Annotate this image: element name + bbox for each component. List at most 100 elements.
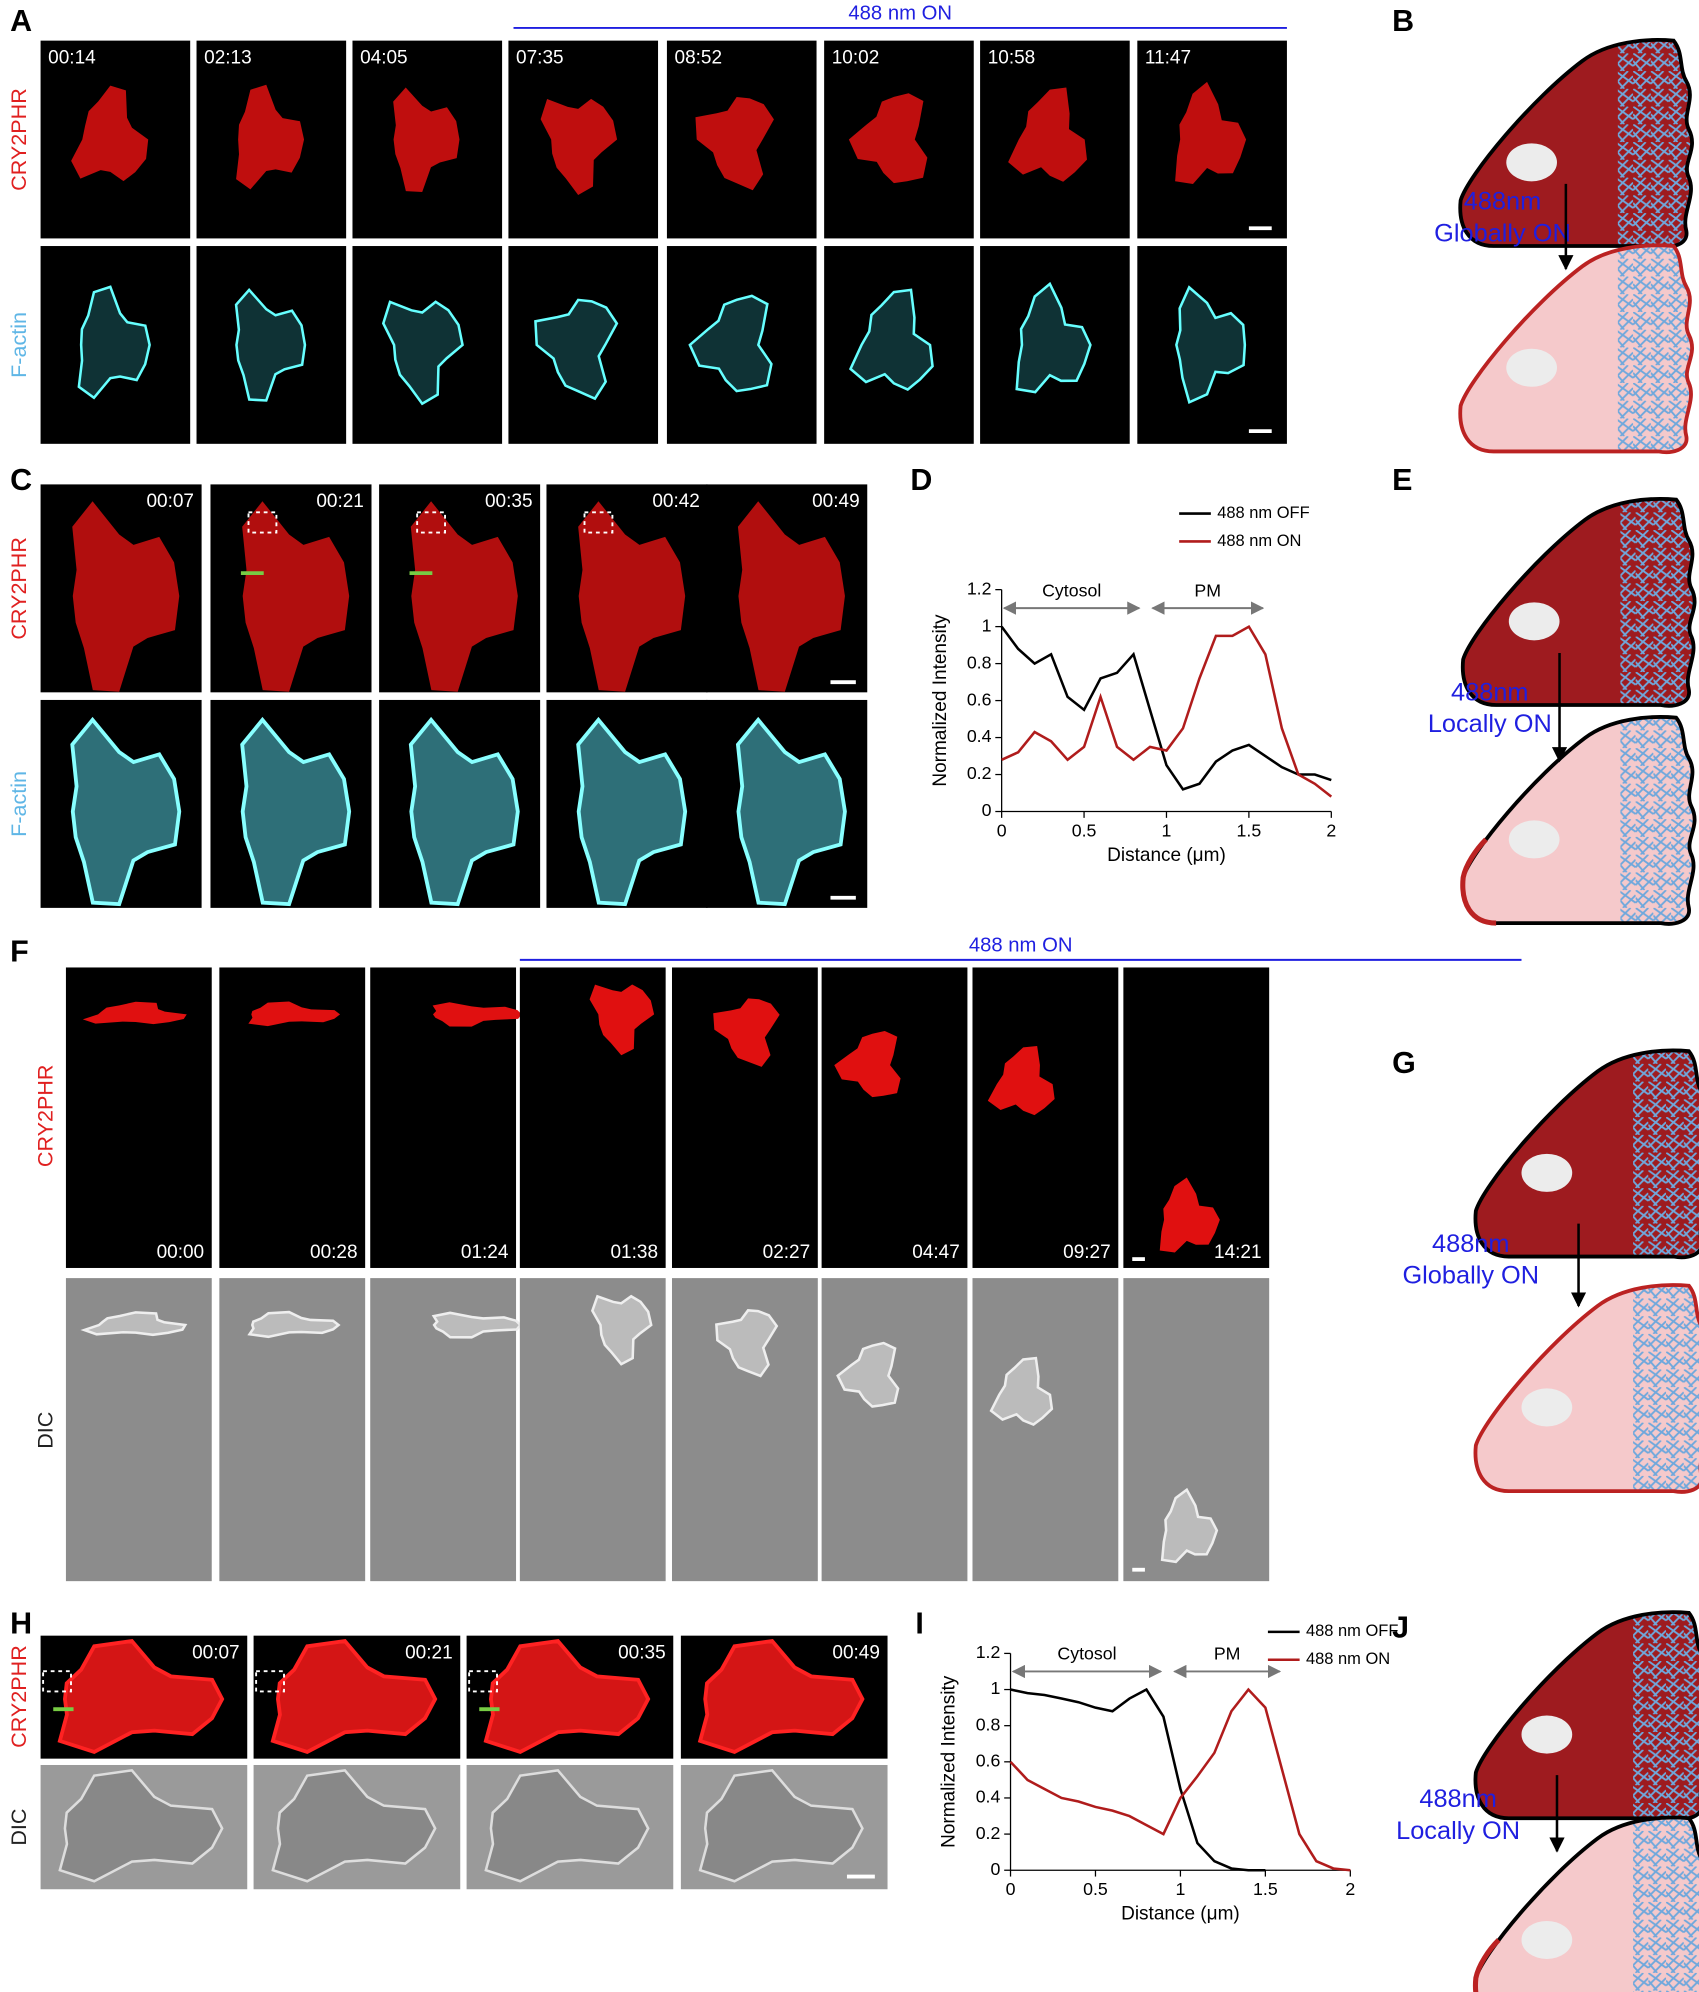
- cell-signal: [848, 93, 928, 184]
- banner-label: 488 nm ON: [969, 934, 1073, 956]
- y-tick-label: 0: [982, 800, 992, 820]
- image-tile: [65, 1278, 212, 1582]
- roi-box: [255, 1670, 285, 1693]
- row-label: CRY2PHR: [6, 1645, 31, 1748]
- legend-label: 488 nm OFF: [1217, 504, 1309, 522]
- cell-signal: [695, 97, 774, 191]
- image-tile: [196, 246, 347, 444]
- timestamp: 00:42: [652, 491, 700, 512]
- cell-signal: [82, 1001, 187, 1025]
- y-tick-label: 0.6: [967, 689, 992, 709]
- cell-signal: [247, 1310, 341, 1339]
- image-tile: [65, 967, 212, 1268]
- cell-signal: [271, 1768, 437, 1883]
- cell-diagram: [1458, 38, 1694, 249]
- timestamp: 00:07: [146, 491, 194, 512]
- roi-box: [42, 1670, 72, 1693]
- cell-signal: [698, 1768, 864, 1883]
- cell-signal: [534, 298, 619, 401]
- light-label: 488nm: [1451, 678, 1529, 706]
- image-tile: [219, 967, 366, 1268]
- cell-signal: [484, 1768, 650, 1883]
- cell-diagram: [1460, 715, 1697, 926]
- legend-label: 488 nm OFF: [1306, 1622, 1398, 1640]
- cell-diagram: [1473, 1283, 1699, 1494]
- cell-signal: [735, 716, 847, 907]
- series-line: [1000, 625, 1332, 791]
- cell-signal: [578, 501, 686, 692]
- x-axis-label: Distance (μm): [1107, 845, 1226, 866]
- image-tile: [379, 484, 541, 693]
- timestamp: 07:35: [516, 47, 564, 68]
- x-tick-label: 1: [1175, 1879, 1185, 1899]
- image-tile: [253, 1764, 461, 1890]
- image-tile: [666, 40, 817, 239]
- image-tile: [671, 1278, 818, 1582]
- y-tick-label: 0.8: [967, 652, 992, 672]
- y-tick-label: 0: [991, 1859, 1001, 1879]
- image-tile: [972, 1278, 1119, 1582]
- timestamp: 00:28: [310, 1242, 358, 1263]
- tile-bg: [980, 246, 1130, 444]
- nucleus: [1508, 820, 1560, 859]
- legend-label: 488 nm ON: [1217, 532, 1301, 550]
- cell-signal: [70, 716, 182, 907]
- panel-letter: F: [10, 935, 29, 969]
- tile-bg: [972, 1278, 1119, 1582]
- image-tile: [253, 1635, 461, 1759]
- cell-signal: [381, 300, 464, 406]
- image-tile: [1137, 246, 1287, 444]
- actin-mesh: [1617, 39, 1693, 247]
- timestamp: 04:05: [360, 47, 408, 68]
- y-tick-label: 1.2: [976, 1642, 1001, 1662]
- cell-signal: [836, 1341, 900, 1408]
- cell-signal: [71, 85, 149, 182]
- actin-mesh: [1617, 245, 1693, 453]
- tile-bg: [824, 246, 974, 444]
- nucleus: [1521, 1715, 1573, 1754]
- cell-signal: [77, 285, 151, 400]
- image-tile: [680, 1764, 888, 1890]
- cell-diagram: [1472, 1815, 1699, 1992]
- panel-letter: B: [1392, 4, 1414, 38]
- x-tick-label: 0.5: [1072, 820, 1097, 840]
- image-tile: [466, 1635, 674, 1759]
- panel-letter: A: [10, 4, 32, 38]
- cell-signal: [1159, 1177, 1220, 1253]
- image-tile: [370, 1278, 523, 1582]
- cell-diagram: [1460, 497, 1697, 708]
- local-membrane: [1460, 837, 1497, 926]
- timestamp: 02:13: [204, 47, 252, 68]
- cell-signal: [236, 84, 305, 190]
- row-label: DIC: [33, 1412, 58, 1449]
- cell-signal: [590, 1294, 653, 1366]
- cell-signal: [713, 998, 780, 1067]
- cell-signal: [270, 1638, 438, 1754]
- y-tick-label: 0.2: [976, 1823, 1001, 1843]
- nucleus: [1508, 602, 1560, 641]
- image-tile: [824, 246, 974, 444]
- cell-signal: [431, 1311, 523, 1339]
- image-tile: [352, 40, 503, 239]
- timestamp: 14:21: [1214, 1242, 1262, 1263]
- cell-signal: [483, 1638, 651, 1754]
- light-label: Globally ON: [1402, 1262, 1539, 1290]
- cell-signal: [688, 294, 773, 393]
- light-label: Locally ON: [1428, 710, 1552, 738]
- cell-signal: [58, 1768, 224, 1883]
- cell-signal: [408, 716, 520, 907]
- cell-signal: [393, 87, 460, 193]
- nucleus: [1521, 1920, 1573, 1959]
- image-tile: [210, 484, 372, 693]
- y-tick-label: 0.6: [976, 1751, 1001, 1771]
- cell-signal: [1015, 281, 1092, 394]
- cell-signal: [715, 1308, 779, 1378]
- light-label: Globally ON: [1434, 219, 1571, 247]
- y-tick-label: 1: [991, 1678, 1001, 1698]
- light-label: 488nm: [1432, 1230, 1509, 1258]
- image-tile: [546, 484, 708, 693]
- timestamp: 04:47: [912, 1242, 960, 1263]
- cell-signal: [540, 98, 618, 196]
- tile-bg: [821, 967, 968, 1268]
- image-tile: [219, 1278, 366, 1582]
